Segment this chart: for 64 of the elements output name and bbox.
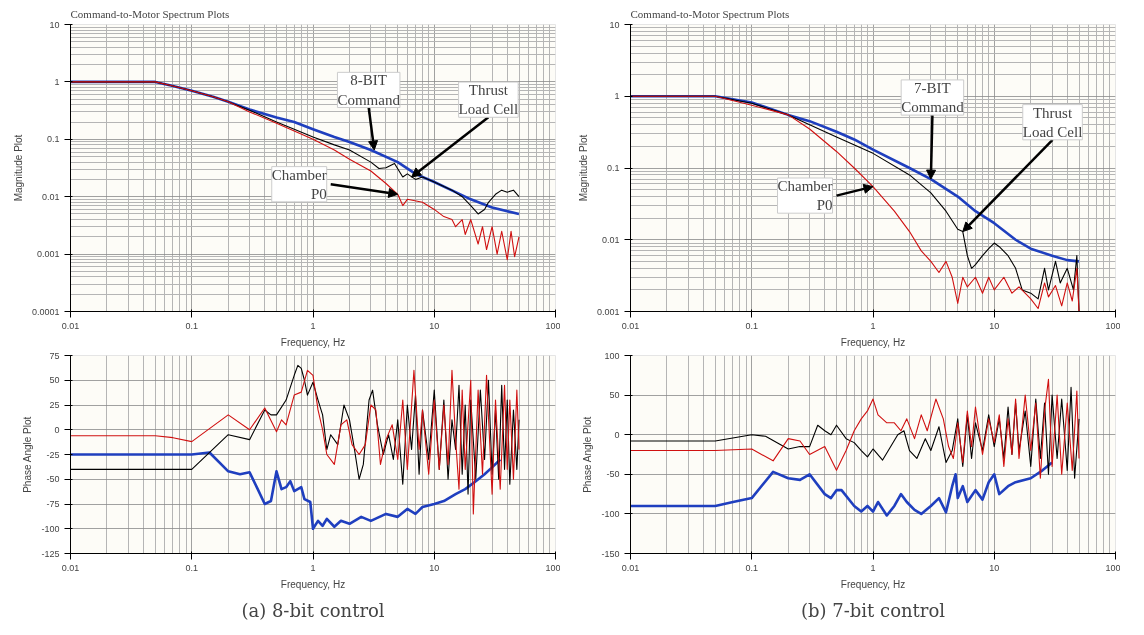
chart-title: Command-to-Motor Spectrum Plots — [630, 7, 790, 20]
y-tick-label: 75 — [49, 350, 60, 361]
y-tick-label: -25 — [46, 449, 60, 460]
text: (a) 8-bit control — [241, 599, 385, 621]
x-tick-label: 1 — [870, 562, 876, 573]
y-tick-label: -50 — [46, 474, 60, 485]
x-tick-label: 0.01 — [61, 562, 80, 573]
chart-title: Command-to-Motor Spectrum Plots — [70, 7, 230, 20]
y-axis-title: Phase Angle Plot — [582, 416, 594, 493]
x-tick-label: 0.1 — [745, 562, 759, 573]
y-tick-label: 50 — [49, 375, 60, 386]
x-tick-label: 10 — [429, 320, 440, 331]
x-tick-label: 0.01 — [61, 320, 80, 331]
x-tick-label: 10 — [989, 562, 1000, 573]
y-tick-label: 0 — [614, 429, 620, 440]
y-tick-label: -75 — [46, 499, 60, 509]
annotation: Chamber P0 — [777, 177, 833, 214]
x-tick-label: 0.1 — [185, 562, 199, 573]
x-tick-label: 0.1 — [745, 320, 759, 331]
annotation: Thrust Load Cell — [1022, 104, 1083, 140]
x-tick-label: 10 — [429, 562, 440, 573]
y-tick-label: -50 — [606, 469, 620, 480]
x-tick-label: 100 — [545, 320, 561, 331]
x-tick-label: 0.1 — [185, 320, 199, 331]
annotation: Thrust Load Cell — [458, 82, 519, 118]
x-tick-label: 100 — [1105, 562, 1121, 573]
y-tick-label: 0 — [54, 424, 60, 435]
x-tick-label: 1 — [310, 562, 316, 573]
y-tick-label: -125 — [41, 548, 60, 559]
text: (b) 7-bit control — [801, 599, 946, 621]
y-tick-label: 0.01 — [601, 234, 620, 245]
y-tick-label: 10 — [49, 19, 60, 30]
y-tick-label: 0.01 — [41, 191, 60, 202]
x-axis-title: Frequency, Hz — [840, 336, 906, 348]
y-tick-label: 0.001 — [596, 306, 620, 317]
y-axis-title: Magnitude Plot — [12, 134, 24, 202]
y-tick-label: -100 — [41, 523, 60, 534]
y-tick-label: -150 — [601, 548, 620, 559]
x-tick-label: 0.01 — [621, 562, 640, 573]
y-tick-label: 1 — [614, 91, 620, 102]
x-axis-title: Frequency, Hz — [280, 578, 346, 590]
y-tick-label: 0.1 — [46, 134, 60, 145]
y-tick-label: 100 — [604, 350, 620, 361]
y-axis-title: Phase Angle Plot — [22, 416, 34, 493]
x-tick-label: 1 — [870, 320, 876, 331]
y-axis-title: Magnitude Plot — [577, 134, 589, 202]
x-axis-title: Frequency, Hz — [280, 336, 346, 348]
y-tick-label: 0.001 — [36, 249, 60, 260]
y-tick-label: 0.1 — [606, 163, 620, 173]
annotation: 8-BIT Command — [337, 72, 401, 108]
x-tick-label: 10 — [989, 320, 1000, 331]
x-tick-label: 1 — [310, 320, 316, 331]
y-tick-label: -100 — [601, 508, 620, 519]
y-tick-label: 50 — [609, 390, 620, 401]
annotation: Chamber P0 — [271, 166, 327, 202]
x-tick-label: 100 — [545, 562, 561, 573]
y-tick-label: 25 — [49, 400, 60, 410]
annotation: 7-BIT Command — [901, 79, 965, 116]
x-tick-label: 0.01 — [621, 320, 640, 331]
y-tick-label: 10 — [609, 19, 620, 30]
x-tick-label: 100 — [1105, 320, 1121, 331]
x-axis-title: Frequency, Hz — [840, 578, 906, 590]
y-tick-label: 1 — [54, 76, 60, 87]
y-tick-label: 0.0001 — [31, 306, 60, 317]
